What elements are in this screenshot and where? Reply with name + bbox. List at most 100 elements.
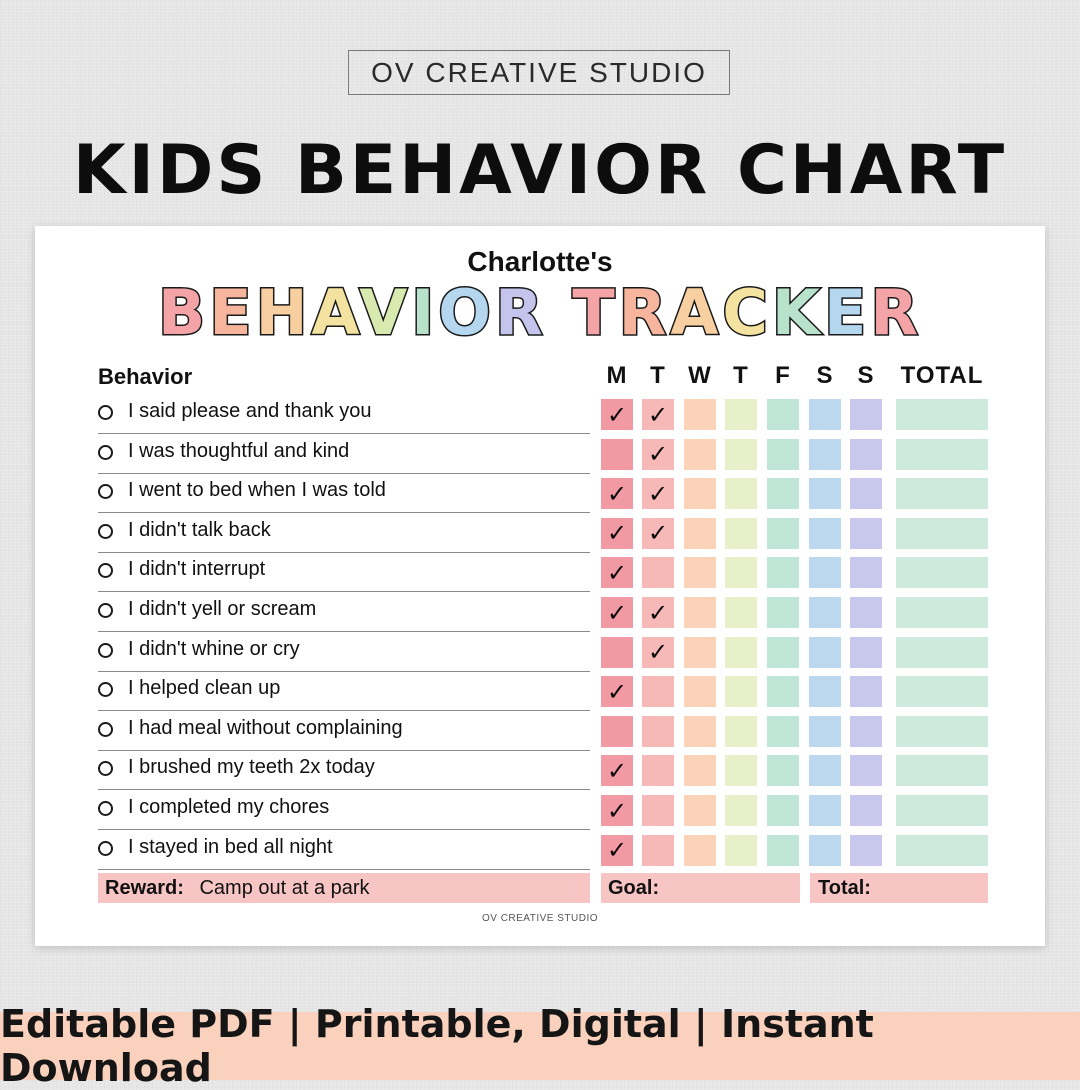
day-checkbox[interactable]: ✓: [601, 597, 633, 628]
day-checkbox[interactable]: [601, 636, 633, 668]
day-checkbox[interactable]: [809, 517, 841, 549]
day-checkbox[interactable]: [601, 438, 633, 470]
day-checkbox[interactable]: [725, 715, 757, 747]
day-checkbox[interactable]: [809, 597, 841, 628]
day-checkbox[interactable]: ✓: [601, 676, 633, 708]
day-checkbox[interactable]: ✓: [642, 636, 674, 668]
day-checkbox[interactable]: [684, 636, 716, 668]
day-checkbox[interactable]: ✓: [601, 834, 633, 866]
day-checkbox[interactable]: [767, 597, 799, 628]
circle-bullet-icon: [98, 801, 113, 816]
day-checkbox[interactable]: [684, 438, 716, 470]
day-checkbox[interactable]: [767, 676, 799, 708]
day-checkbox[interactable]: [684, 478, 716, 510]
row-total-box[interactable]: [896, 478, 988, 510]
day-checkbox[interactable]: [850, 557, 882, 589]
day-checkbox[interactable]: [684, 834, 716, 866]
day-checkbox[interactable]: ✓: [642, 597, 674, 628]
day-checkbox[interactable]: [684, 676, 716, 708]
behavior-row: I helped clean up: [98, 672, 590, 712]
row-total-box[interactable]: [896, 438, 988, 470]
bottom-banner: Editable PDF | Printable, Digital | Inst…: [0, 1002, 1080, 1090]
day-checkbox[interactable]: [850, 438, 882, 470]
day-checkbox[interactable]: [767, 438, 799, 470]
day-checkbox[interactable]: ✓: [642, 399, 674, 430]
day-checkbox[interactable]: [725, 636, 757, 668]
row-total-box[interactable]: [896, 517, 988, 549]
day-checkbox[interactable]: [850, 795, 882, 826]
day-checkbox[interactable]: [850, 478, 882, 510]
day-checkbox[interactable]: [809, 636, 841, 668]
day-checkbox[interactable]: [809, 755, 841, 787]
day-checkbox[interactable]: [767, 636, 799, 668]
day-checkbox[interactable]: [725, 755, 757, 787]
day-checkbox[interactable]: [642, 795, 674, 826]
day-checkbox[interactable]: [809, 795, 841, 826]
day-checkbox[interactable]: [767, 478, 799, 510]
day-checkbox[interactable]: [767, 399, 799, 430]
day-checkbox[interactable]: ✓: [642, 478, 674, 510]
behavior-label: I had meal without complaining: [128, 716, 403, 739]
row-total-box[interactable]: [896, 399, 988, 430]
row-total-box[interactable]: [896, 715, 988, 747]
day-checkbox[interactable]: [850, 399, 882, 430]
day-checkbox[interactable]: [642, 715, 674, 747]
day-checkbox[interactable]: [725, 517, 757, 549]
day-checkbox[interactable]: [725, 557, 757, 589]
day-checkbox[interactable]: [642, 834, 674, 866]
row-total-box[interactable]: [896, 597, 988, 628]
day-checkbox[interactable]: [642, 557, 674, 589]
day-checkbox[interactable]: [809, 834, 841, 866]
day-checkbox[interactable]: [725, 478, 757, 510]
day-checkbox[interactable]: [767, 715, 799, 747]
row-total-box[interactable]: [896, 795, 988, 826]
day-checkbox[interactable]: [684, 399, 716, 430]
day-checkbox[interactable]: [809, 399, 841, 430]
day-checkbox[interactable]: [684, 557, 716, 589]
row-total-box[interactable]: [896, 676, 988, 708]
day-checkbox[interactable]: [767, 834, 799, 866]
day-checkbox[interactable]: [725, 834, 757, 866]
day-checkbox[interactable]: [809, 557, 841, 589]
day-checkbox[interactable]: [809, 676, 841, 708]
day-checkbox[interactable]: ✓: [601, 517, 633, 549]
row-total-box[interactable]: [896, 636, 988, 668]
day-checkbox[interactable]: [725, 795, 757, 826]
day-checkbox[interactable]: [850, 715, 882, 747]
day-checkbox[interactable]: [725, 399, 757, 430]
day-checkbox[interactable]: [684, 517, 716, 549]
day-checkbox[interactable]: ✓: [601, 795, 633, 826]
day-checkbox[interactable]: [767, 517, 799, 549]
day-checkbox[interactable]: [642, 755, 674, 787]
day-checkbox[interactable]: ✓: [642, 517, 674, 549]
day-checkbox[interactable]: [850, 517, 882, 549]
row-total-box[interactable]: [896, 755, 988, 787]
day-checkbox[interactable]: ✓: [601, 557, 633, 589]
day-checkbox[interactable]: ✓: [642, 438, 674, 470]
day-checkbox[interactable]: [850, 636, 882, 668]
day-checkbox[interactable]: [642, 676, 674, 708]
day-checkbox[interactable]: [850, 676, 882, 708]
day-checkbox[interactable]: [767, 755, 799, 787]
day-checkbox[interactable]: [725, 438, 757, 470]
day-checkbox[interactable]: ✓: [601, 399, 633, 430]
day-checkbox[interactable]: [809, 438, 841, 470]
day-checkbox[interactable]: [767, 557, 799, 589]
row-total-box[interactable]: [896, 557, 988, 589]
day-checkbox[interactable]: [684, 597, 716, 628]
day-checkbox[interactable]: [809, 478, 841, 510]
day-checkbox[interactable]: [684, 795, 716, 826]
day-checkbox[interactable]: [684, 755, 716, 787]
day-checkbox[interactable]: [725, 676, 757, 708]
day-checkbox[interactable]: [850, 834, 882, 866]
day-checkbox[interactable]: [601, 715, 633, 747]
day-checkbox[interactable]: [725, 597, 757, 628]
day-checkbox[interactable]: ✓: [601, 478, 633, 510]
row-total-box[interactable]: [896, 834, 988, 866]
day-checkbox[interactable]: [850, 597, 882, 628]
day-checkbox[interactable]: [767, 795, 799, 826]
day-checkbox[interactable]: [684, 715, 716, 747]
day-checkbox[interactable]: [809, 715, 841, 747]
day-checkbox[interactable]: [850, 755, 882, 787]
day-checkbox[interactable]: ✓: [601, 755, 633, 787]
